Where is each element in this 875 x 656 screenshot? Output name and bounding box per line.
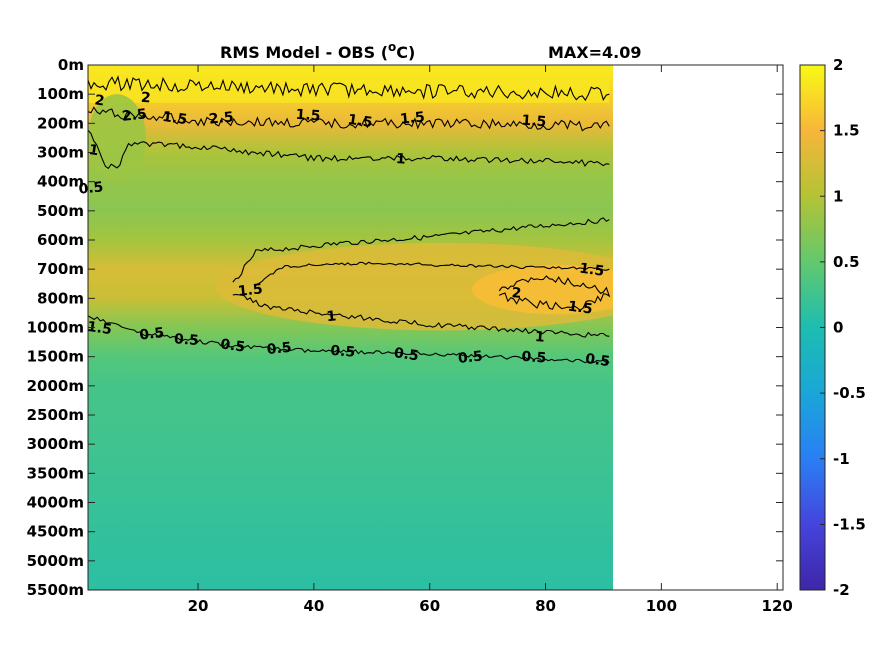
contour-label: 1.5 [347, 112, 374, 131]
contour-1-5-inner [255, 261, 610, 286]
main-axes: 22.521.5 2.5 1.5 1.5 1.5 1.510.511.51.5 21.511… [27, 56, 793, 615]
x-tick-label: 40 [303, 597, 324, 615]
warm-core [472, 264, 613, 315]
contour-0-5-deep [88, 315, 610, 364]
contour-label: 0.5 [173, 331, 199, 349]
contour-1-shallow [88, 129, 610, 170]
contour-1-tongue-bottom [232, 293, 610, 338]
colorbar-tick-label: -1 [833, 450, 850, 468]
contour-label: 0.5 [139, 325, 165, 344]
colorbar-tick-label: -1.5 [833, 515, 866, 533]
y-tick-label: 400m [37, 173, 84, 191]
y-tick-label: 1000m [27, 319, 84, 337]
y-tick-label: 300m [37, 144, 84, 162]
y-tick-label: 3500m [27, 464, 84, 482]
contour-label: 0.5 [457, 348, 483, 367]
y-tick-label: 2000m [27, 377, 84, 395]
chart-title: RMS Model - OBS (oC) [220, 40, 415, 62]
contour-label: 0.5 [584, 351, 611, 370]
y-tick-label: 3000m [27, 435, 84, 453]
y-tick-label: 5000m [27, 552, 84, 570]
field-fill [88, 65, 613, 590]
contour-lines [88, 75, 611, 364]
x-tick-label: 100 [646, 597, 677, 615]
contour-label: 1.5 [399, 109, 425, 128]
y-tick-label: 200m [37, 114, 84, 132]
y-tick-label: 0m [58, 56, 84, 74]
x-tick-label: 120 [762, 597, 793, 615]
contour-label: 1.5 [295, 107, 321, 125]
contour-label: 1.5 [521, 113, 547, 131]
contour-labels: 22.521.5 2.5 1.5 1.5 1.5 1.510.511.51.5 21.511… [78, 90, 611, 370]
contour-label: 1 [88, 142, 100, 159]
contour-label: 1 [534, 329, 545, 346]
colorbar-tick-label: 0.5 [833, 253, 860, 271]
contour-label: 0.5 [266, 340, 292, 359]
y-tick-label: 600m [37, 231, 84, 249]
contour-label: 1.5 [161, 109, 188, 128]
x-tick-label: 20 [188, 597, 209, 615]
y-tick-label: 500m [37, 202, 84, 220]
colorbar-tick-label: -2 [833, 581, 850, 599]
contour-label: 2 [511, 285, 522, 302]
colorbar-tick-label: 1.5 [833, 122, 860, 140]
contour-label: 0.5 [393, 345, 420, 364]
contour-2-surface [88, 75, 610, 102]
field-features [88, 65, 613, 331]
contour-label: 2.5 [121, 106, 147, 125]
contour-label: 1 [326, 308, 337, 325]
contour-label: 2.5 [208, 109, 234, 128]
y-tick-label: 5500m [27, 581, 84, 599]
contour-label: 0.5 [330, 343, 356, 361]
contour-label: 0.5 [521, 349, 547, 367]
x-tick-label: 60 [419, 597, 440, 615]
contour-label: 2 [94, 92, 106, 109]
y-tick-label: 2500m [27, 406, 84, 424]
contour-label: 1.5 [567, 298, 594, 317]
contour-1-tongue-top [232, 217, 610, 283]
contour-label: 1.5 [237, 281, 263, 300]
colorbar-tick-label: 1 [833, 187, 843, 205]
contour-label: 0.5 [219, 336, 246, 355]
contour-label: 1 [395, 151, 406, 168]
colorbar-tick-label: 0 [833, 319, 843, 337]
y-tick-label: 700m [37, 260, 84, 278]
colorbar: 2 1.5 1 0.5 0 -0.5 -1 -1.5 -2 [799, 56, 866, 599]
y-tick-label: 1500m [27, 348, 84, 366]
contour-2-core [498, 275, 611, 311]
y-ticks: 0m100m200m300m400m500m600m700m800m1000m1… [27, 56, 783, 599]
y-tick-label: 4000m [27, 494, 84, 512]
max-annotation: MAX=4.09 [548, 43, 642, 62]
contour-label: 0.5 [78, 179, 104, 198]
contour-label: 1.5 [578, 261, 605, 280]
y-tick-label: 4500m [27, 523, 84, 541]
contour-1-5-shallow [88, 106, 610, 132]
colorbar-ticks: 2 1.5 1 0.5 0 -0.5 -1 -1.5 -2 [820, 56, 866, 599]
x-ticks: 20 40 60 80 100 120 [188, 65, 793, 615]
colorbar-gradient [799, 64, 826, 591]
colorbar-tick-label: 2 [833, 56, 843, 74]
colorbar-tick-label: -0.5 [833, 384, 866, 402]
contour-label: 1.5 [86, 319, 113, 338]
x-tick-label: 80 [535, 597, 556, 615]
y-tick-label: 800m [37, 289, 84, 307]
contour-label: 2 [140, 90, 151, 107]
y-tick-label: 100m [37, 85, 84, 103]
